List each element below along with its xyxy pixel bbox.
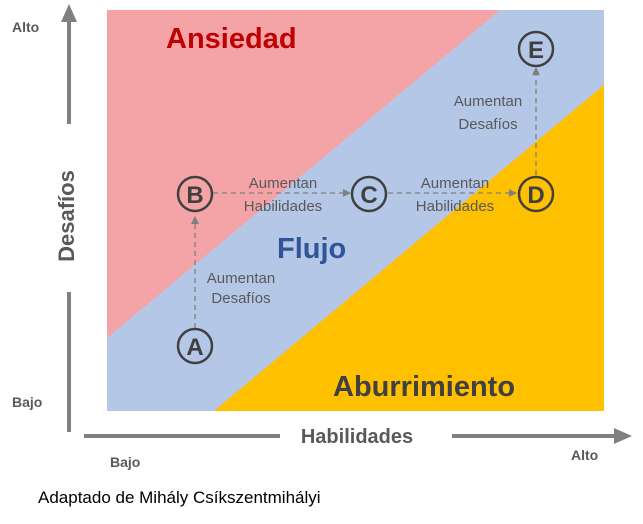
- step-a-b-line1: Aumentan: [207, 270, 275, 287]
- node-e: E: [517, 30, 555, 68]
- y-axis-label: Desafíos: [54, 170, 79, 262]
- x-axis-label: Habilidades: [301, 426, 413, 448]
- attribution-caption: Adaptado de Mihály Csíkszentmihályi: [38, 488, 321, 507]
- x-axis-arrowhead: [614, 428, 632, 444]
- step-c-d-line2: Habilidades: [416, 198, 494, 215]
- boredom-label: Aburrimiento: [333, 371, 515, 403]
- step-a-b-line2: Desafíos: [211, 290, 270, 307]
- step-c-d-line1: Aumentan: [421, 175, 489, 192]
- y-axis-high: Alto: [12, 19, 39, 35]
- node-c-label: C: [360, 182, 377, 209]
- node-a: A: [176, 327, 214, 365]
- node-d-label: D: [527, 182, 544, 209]
- node-b-label: B: [186, 182, 203, 209]
- node-a-label: A: [186, 334, 203, 361]
- anxiety-label: Ansiedad: [166, 23, 297, 55]
- node-e-label: E: [528, 37, 544, 64]
- x-axis-high: Alto: [571, 447, 598, 463]
- anxiety-zone: [107, 10, 500, 338]
- x-axis-low: Bajo: [110, 454, 140, 470]
- node-d: D: [517, 175, 555, 213]
- step-d-e-line1: Aumentan: [454, 93, 522, 110]
- y-axis-low: Bajo: [12, 394, 42, 410]
- flow-label: Flujo: [277, 233, 346, 265]
- y-axis-arrowhead: [61, 4, 77, 22]
- node-b: B: [176, 175, 214, 213]
- step-b-c-line2: Habilidades: [244, 198, 322, 215]
- node-c: C: [350, 175, 388, 213]
- step-d-e-line2: Desafíos: [458, 116, 517, 133]
- step-b-c-line1: Aumentan: [249, 175, 317, 192]
